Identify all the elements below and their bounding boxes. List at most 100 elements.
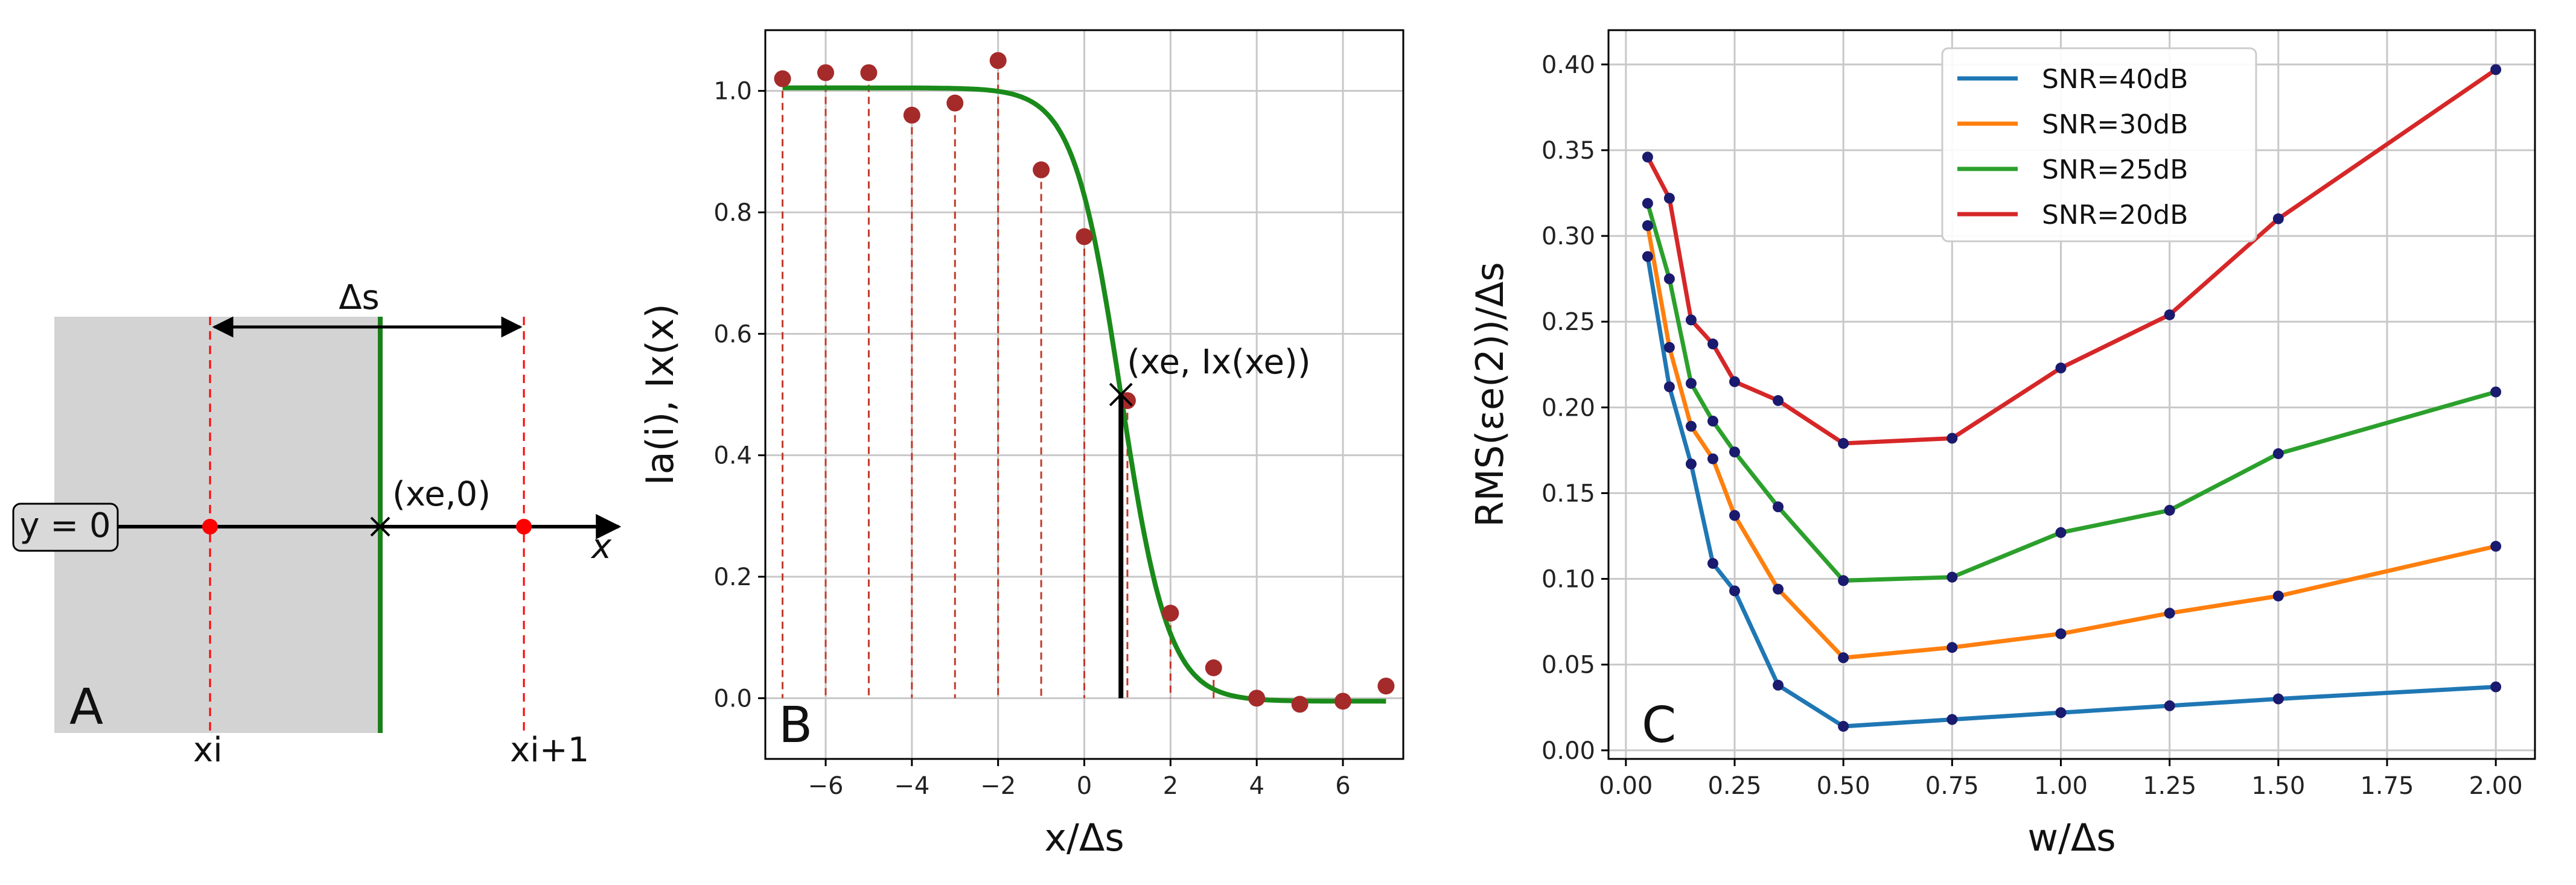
data-point bbox=[946, 94, 964, 112]
series-point bbox=[1642, 220, 1653, 232]
x-tick-label: 0.75 bbox=[1925, 772, 1979, 800]
series-point bbox=[2272, 693, 2284, 705]
series-line bbox=[1645, 225, 2496, 660]
series-point bbox=[1685, 378, 1697, 389]
series-point bbox=[1642, 251, 1653, 262]
series-point bbox=[1707, 338, 1718, 350]
legend-label: SNR=20dB bbox=[2042, 200, 2188, 230]
x-tick-label: 6 bbox=[1335, 772, 1350, 800]
series-point bbox=[1685, 314, 1697, 326]
edge-annotation: (xe, Ix(xe)) bbox=[1127, 343, 1310, 382]
data-point bbox=[1291, 696, 1309, 713]
x-axis-label: x/Δs bbox=[1044, 816, 1124, 860]
series-point bbox=[1946, 433, 1958, 444]
legend-label: SNR=30dB bbox=[2042, 109, 2188, 140]
x-tick-label: 0.25 bbox=[1707, 772, 1761, 800]
series-point bbox=[1663, 192, 1675, 204]
series-point bbox=[2490, 386, 2502, 398]
tick-labels: −6 −4 −2 0 2 4 6 0.0 0.2 0.4 0.6 0.8 1.0 bbox=[713, 78, 1350, 800]
y-tick-label: 0.10 bbox=[1541, 566, 1595, 594]
y-tick-label: 0.05 bbox=[1541, 652, 1595, 679]
data-point bbox=[1162, 604, 1179, 622]
x-tick-label: 0.50 bbox=[1817, 772, 1870, 800]
y0-label: y = 0 bbox=[19, 506, 110, 545]
series-point bbox=[2164, 607, 2175, 619]
plot-frame bbox=[1607, 29, 2536, 760]
y-tick-label: 0.2 bbox=[713, 563, 752, 591]
series-point bbox=[1642, 151, 1653, 163]
y-tick-label: 0.25 bbox=[1541, 308, 1595, 336]
data-point bbox=[1205, 659, 1222, 676]
series-point bbox=[2055, 628, 2067, 639]
y-tick-label: 0.20 bbox=[1541, 394, 1595, 422]
edge-cross-marker bbox=[370, 516, 391, 537]
data-point bbox=[1377, 677, 1395, 695]
series-point bbox=[1685, 420, 1697, 432]
series-point bbox=[1707, 557, 1718, 569]
fit-curve bbox=[782, 85, 1386, 704]
y-tick-label: 0.6 bbox=[713, 320, 752, 348]
xi-label: xi bbox=[193, 731, 223, 770]
x-tick-label: 0 bbox=[1077, 772, 1092, 800]
panel-letter-a: A bbox=[69, 679, 103, 736]
series-point bbox=[1685, 458, 1697, 470]
series-lines bbox=[1645, 68, 2498, 729]
series-points bbox=[1642, 64, 2502, 732]
series-point bbox=[2490, 541, 2502, 552]
y-axis-label: RMS(εe(2))/Δs bbox=[1468, 262, 1512, 527]
y-tick-label: 0.40 bbox=[1541, 51, 1595, 79]
series-line bbox=[1645, 256, 2496, 729]
series-point bbox=[1707, 453, 1718, 465]
series-point bbox=[1663, 341, 1675, 353]
y-tick-label: 0.15 bbox=[1541, 480, 1595, 507]
series-point bbox=[1946, 571, 1958, 583]
series-point bbox=[1838, 720, 1849, 732]
series-point bbox=[1663, 381, 1675, 393]
series-line bbox=[1645, 68, 2498, 446]
cross-stroke bbox=[1109, 382, 1133, 407]
edge-cross-marker bbox=[1109, 382, 1133, 407]
series-point bbox=[1707, 416, 1718, 427]
x-tick-label: −6 bbox=[808, 772, 844, 800]
panel-b: (xe, Ix(xe)) −6 −4 −2 0 2 4 6 0.0 0.2 0.4 0.6 0.8 1.… bbox=[638, 29, 1404, 860]
series-point bbox=[1773, 501, 1784, 513]
y-tick-label: 0.8 bbox=[713, 199, 752, 227]
series-point bbox=[2055, 362, 2067, 373]
series-point bbox=[1838, 575, 1849, 586]
xi1-label: xi+1 bbox=[510, 731, 589, 770]
sample-point-xi1 bbox=[516, 519, 532, 534]
series-point bbox=[1838, 438, 1849, 449]
x-tick-label: 4 bbox=[1249, 772, 1264, 800]
series-point bbox=[1773, 583, 1784, 595]
x-tick-label: 1.25 bbox=[2143, 772, 2196, 800]
x-tick-label: 0.00 bbox=[1599, 772, 1653, 800]
x-axis-label: w/Δs bbox=[2027, 816, 2115, 860]
data-point bbox=[903, 106, 920, 124]
y0-box bbox=[12, 503, 119, 552]
x-tick-label: 2.00 bbox=[2469, 772, 2523, 800]
series-point bbox=[1729, 446, 1740, 458]
series-point bbox=[2164, 309, 2175, 320]
tick-labels: 0.00 0.25 0.50 0.75 1.00 1.25 1.50 1.75 2.00 0.00… bbox=[1541, 51, 2523, 800]
legend-label: SNR=40dB bbox=[2042, 64, 2188, 95]
series-point bbox=[1773, 679, 1784, 691]
y-tick-label: 0.35 bbox=[1541, 137, 1595, 165]
panel-letter-c: C bbox=[1642, 697, 1676, 754]
series-point bbox=[1642, 198, 1653, 209]
series-point bbox=[1729, 376, 1740, 387]
data-point bbox=[817, 64, 834, 81]
panel-letter-b: B bbox=[779, 697, 812, 754]
x-tick-label: 1.00 bbox=[2034, 772, 2088, 800]
series-point bbox=[1946, 714, 1958, 725]
series-point bbox=[1773, 395, 1784, 406]
data-point bbox=[989, 52, 1007, 69]
series-point bbox=[1729, 585, 1740, 597]
series-point bbox=[1946, 642, 1958, 653]
data-point bbox=[1033, 161, 1050, 179]
panel-a: Δs y = 0 (xe,0) x xi xi+1 A bbox=[12, 278, 622, 770]
series-point bbox=[1838, 652, 1849, 664]
legend-label: SNR=25dB bbox=[2042, 154, 2188, 185]
y-tick-label: 0.4 bbox=[713, 442, 752, 470]
legend-box bbox=[1941, 47, 2257, 243]
